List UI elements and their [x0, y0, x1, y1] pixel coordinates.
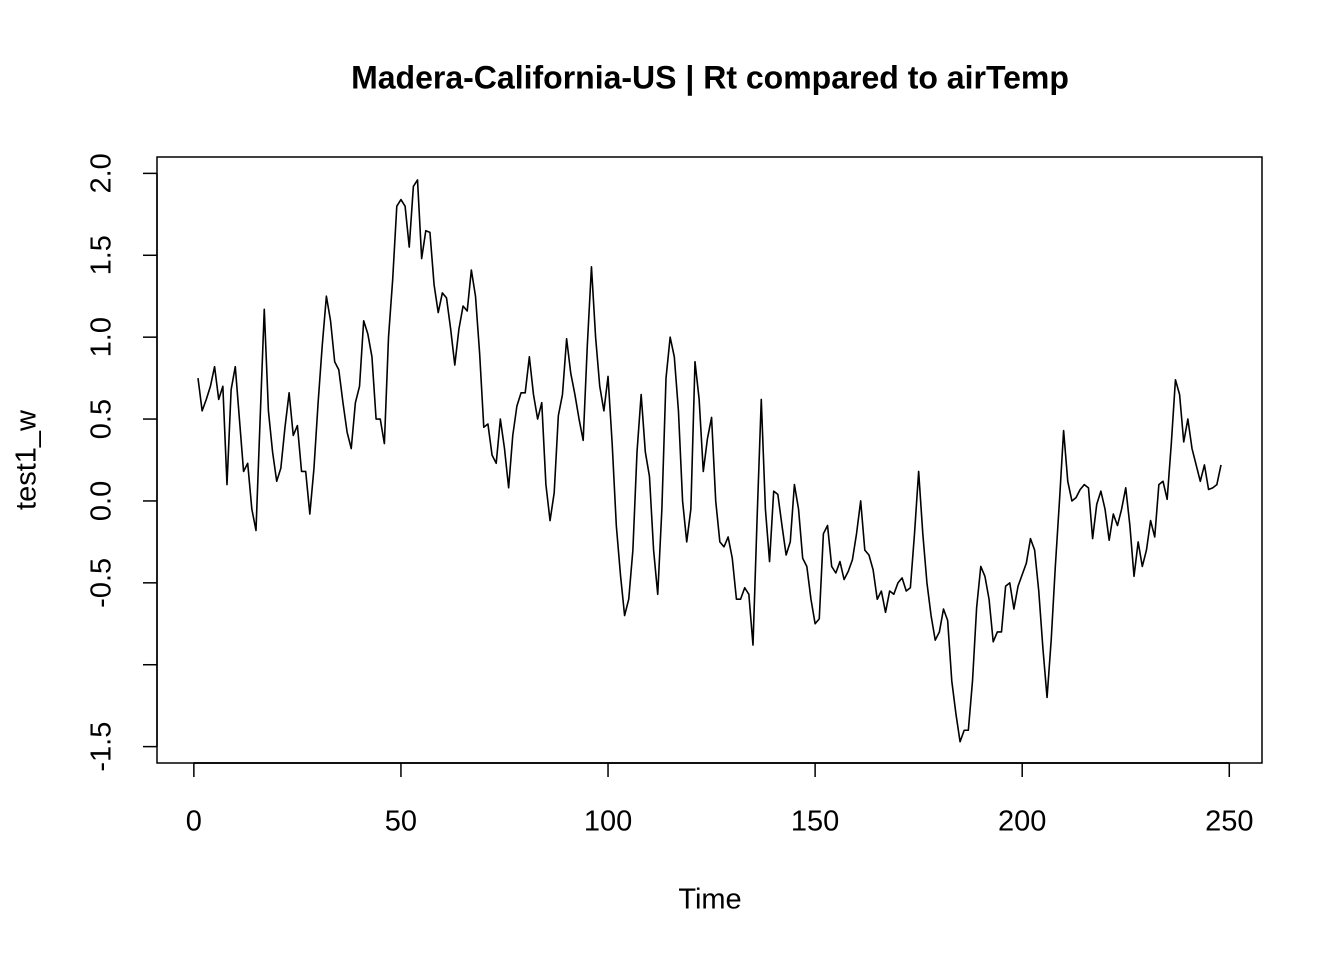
- y-tick-label: 1.5: [86, 235, 118, 275]
- x-axis-label: Time: [678, 884, 741, 916]
- y-tick-label: 0.0: [86, 481, 118, 521]
- chart-title: Madera-California-US | Rt compared to ai…: [351, 59, 1069, 95]
- x-tick-label: 150: [791, 806, 839, 838]
- y-tick-label: 2.0: [86, 153, 118, 193]
- y-tick-label: 0.5: [86, 399, 118, 439]
- y-axis-label: test1_w: [11, 409, 43, 510]
- y-tick-label: 1.0: [86, 317, 118, 357]
- x-tick-label: 200: [998, 806, 1046, 838]
- y-tick-label: -0.5: [86, 558, 118, 608]
- x-tick-label: 250: [1205, 806, 1253, 838]
- data-line: [197, 179, 1222, 743]
- x-tick-label: 0: [186, 806, 202, 838]
- x-tick-label: 50: [385, 806, 417, 838]
- x-tick-label: 100: [584, 806, 632, 838]
- plot-box: [156, 156, 1263, 764]
- y-tick-label: -1.5: [86, 722, 118, 772]
